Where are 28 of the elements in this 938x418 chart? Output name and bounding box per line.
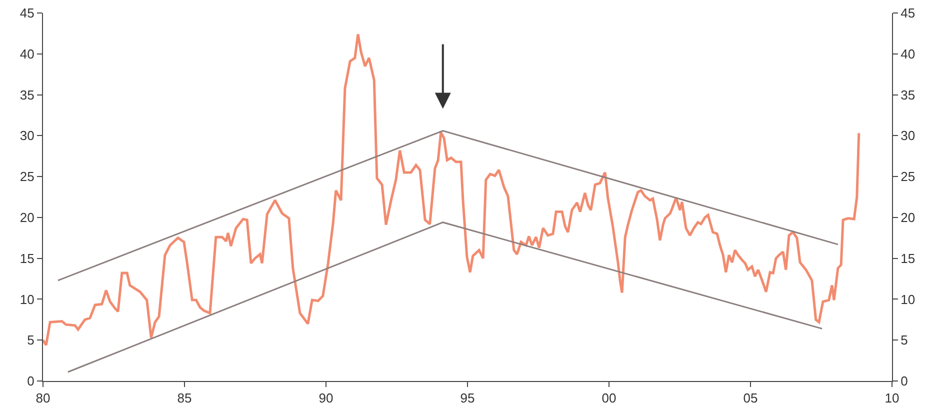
y2-tick-label: 5 [900, 332, 908, 348]
y2-tick-label: 0 [900, 374, 908, 389]
y-tick-label: 10 [20, 292, 34, 307]
x-tick-label: 00 [602, 390, 616, 406]
y2-tick-label: 15 [900, 250, 916, 266]
y2-tick-label: 45 [900, 6, 916, 21]
y2-tick-label: 10 [900, 292, 916, 307]
x-tick-label: 90 [318, 390, 334, 406]
y-tick-label: 25 [20, 169, 34, 184]
x-tick-label: 80 [36, 390, 50, 406]
x-tick-label: 85 [177, 390, 192, 406]
y-tick-label: 20 [20, 210, 34, 225]
x-tick-label: 95 [460, 390, 475, 406]
y2-tick-label: 40 [900, 46, 916, 62]
y-tick-label: 40 [20, 46, 34, 62]
y-tick-label: 45 [20, 6, 34, 21]
y-tick-label: 15 [20, 250, 34, 266]
x-tick-label: 05 [743, 390, 758, 406]
y-tick-label: 5 [27, 332, 34, 348]
y2-tick-label: 25 [900, 169, 916, 184]
y-tick-label: 0 [27, 374, 34, 389]
y2-tick-label: 35 [900, 87, 916, 102]
y2-tick-label: 20 [900, 210, 916, 225]
y-tick-label: 35 [20, 87, 34, 102]
y-tick-label: 30 [20, 128, 34, 144]
x-tick-label: 10 [884, 390, 900, 406]
line-series [43, 33, 860, 346]
y2-tick-label: 30 [900, 128, 916, 144]
